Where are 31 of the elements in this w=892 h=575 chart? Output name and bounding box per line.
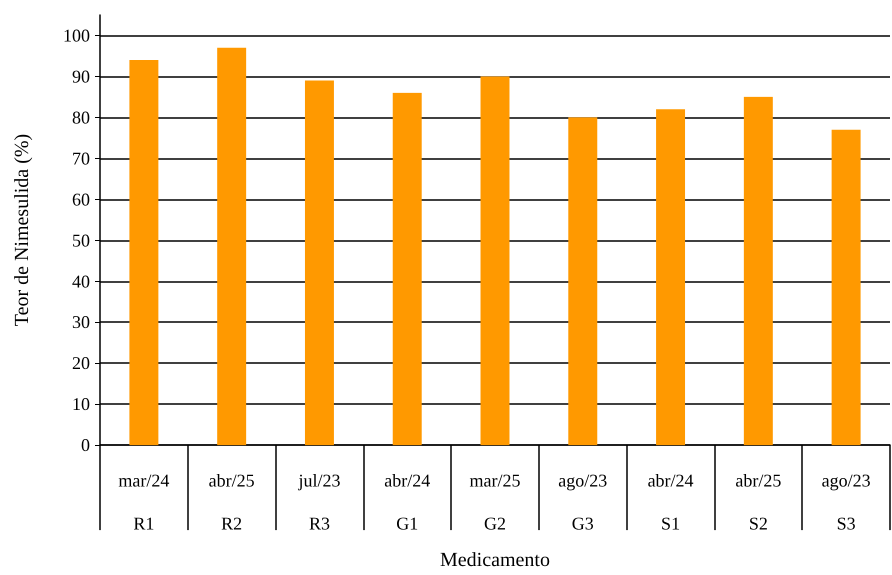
- bar: [304, 80, 334, 446]
- bar: [744, 96, 773, 446]
- category-label: mar/24 R1: [118, 470, 170, 534]
- y-tick-label: 10: [72, 394, 90, 414]
- bar: [656, 109, 686, 446]
- y-tick-label: 70: [72, 148, 90, 168]
- y-tick-label: 40: [72, 271, 90, 292]
- y-tick-label: 0: [81, 435, 90, 456]
- bar: [392, 92, 422, 446]
- y-tick-label: 100: [63, 25, 90, 46]
- y-tick-label: 90: [72, 66, 90, 86]
- bar: [568, 117, 598, 446]
- category-label: abr/25 S2: [735, 470, 782, 534]
- y-axis-title: Teor de Nimesulida (%): [11, 134, 33, 326]
- bar: [217, 48, 246, 446]
- category-label: abr/25 R2: [208, 470, 255, 534]
- category-label: ago/23 S3: [822, 470, 871, 534]
- bar: [129, 60, 158, 446]
- category-label: mar/25 G2: [470, 470, 520, 534]
- bar: [480, 76, 510, 446]
- category-label: ago/23 G3: [558, 470, 608, 534]
- y-tick-label: 30: [72, 312, 90, 332]
- y-tick-label: 50: [72, 230, 90, 250]
- y-tick-label: 60: [72, 189, 90, 210]
- y-tick-label: 20: [72, 353, 90, 374]
- bar: [832, 130, 861, 446]
- x-axis-title: Medicamento: [440, 549, 550, 571]
- y-tick-label: 80: [72, 107, 90, 128]
- category-label: abr/24 G1: [384, 470, 430, 534]
- category-label: abr/24 S1: [648, 470, 694, 534]
- category-label: jul/23 R3: [298, 470, 340, 534]
